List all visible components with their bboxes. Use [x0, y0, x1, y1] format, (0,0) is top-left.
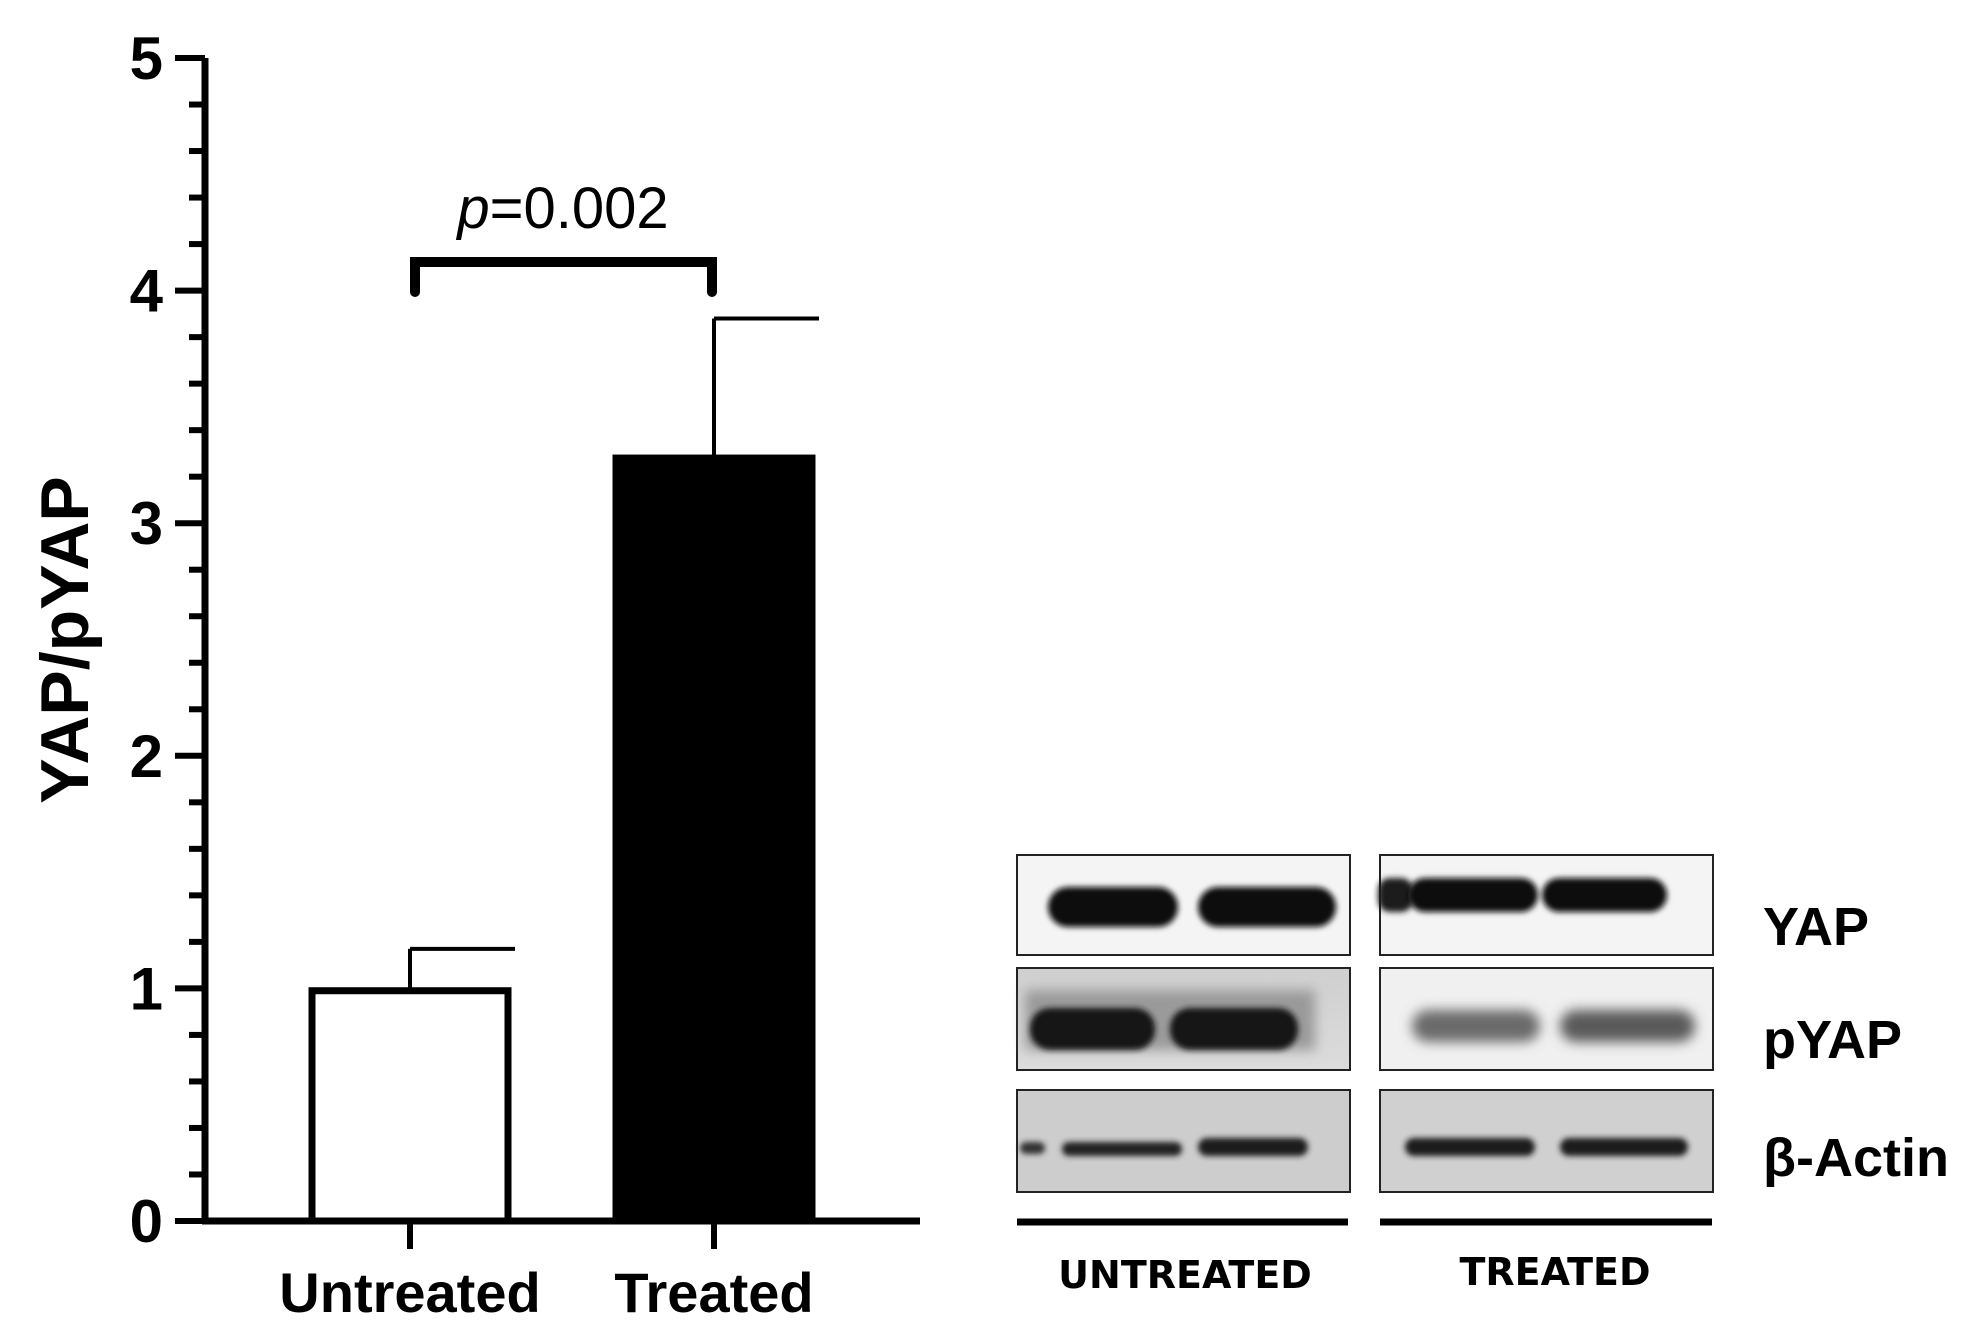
bars [308, 316, 819, 1249]
band [1198, 1138, 1308, 1156]
bar-chart: 0 1 2 3 4 5 Untreated Treated YAP/pYAP p=0.002 [27, 25, 920, 1324]
y-tick-label: 2 [130, 723, 163, 790]
blot-panel-actin-untreated [1016, 1089, 1351, 1193]
band [1412, 1010, 1540, 1042]
x-tick-label-treated: Treated [614, 1261, 813, 1324]
blot-label-yap: YAP [1763, 897, 1869, 957]
y-ticks: 0 1 2 3 4 5 [130, 25, 205, 1255]
band [1560, 1010, 1695, 1042]
blot-panel-actin-treated [1379, 1089, 1714, 1193]
y-axis-label: YAP/pYAP [27, 476, 103, 804]
blot-label-actin: β-Actin [1763, 1128, 1949, 1188]
band [1198, 887, 1336, 927]
y-tick-label: 0 [130, 1188, 163, 1255]
band [1405, 1138, 1535, 1156]
band [1170, 1008, 1298, 1050]
bar-untreated [308, 987, 512, 1225]
band [1030, 1008, 1155, 1050]
p-value-label: p=0.002 [455, 176, 668, 241]
group-label-treated: TREATED [1459, 1250, 1650, 1294]
x-tick-label-untreated: Untreated [279, 1261, 540, 1324]
p-value: =0.002 [490, 176, 669, 241]
band [1048, 887, 1178, 927]
bracket-line [410, 257, 717, 297]
western-blot: YAP pYAP β-Actin UNTREATED TREATED [1016, 854, 1949, 1297]
y-tick-label: 5 [130, 25, 163, 92]
blot-panel-yap-untreated [1016, 854, 1351, 956]
blot-panel-pyap-treated [1379, 967, 1714, 1071]
band [1378, 878, 1413, 912]
blot-panel-yap-treated [1378, 854, 1714, 956]
y-tick-label: 4 [130, 258, 164, 325]
band [1020, 1142, 1045, 1154]
significance-bracket: p=0.002 [410, 176, 717, 297]
band [1062, 1142, 1182, 1156]
band [1408, 878, 1538, 912]
x-categories: Untreated Treated [279, 1261, 813, 1324]
y-tick-label: 1 [130, 955, 163, 1022]
group-label-untreated: UNTREATED [1058, 1253, 1312, 1297]
blot-panel-pyap-untreated [1016, 967, 1351, 1071]
p-symbol: p [455, 176, 489, 241]
band [1560, 1138, 1688, 1156]
y-tick-label: 3 [130, 490, 163, 557]
band [1542, 878, 1667, 912]
bar-treated [612, 454, 816, 1225]
blot-label-pyap: pYAP [1763, 1010, 1902, 1070]
